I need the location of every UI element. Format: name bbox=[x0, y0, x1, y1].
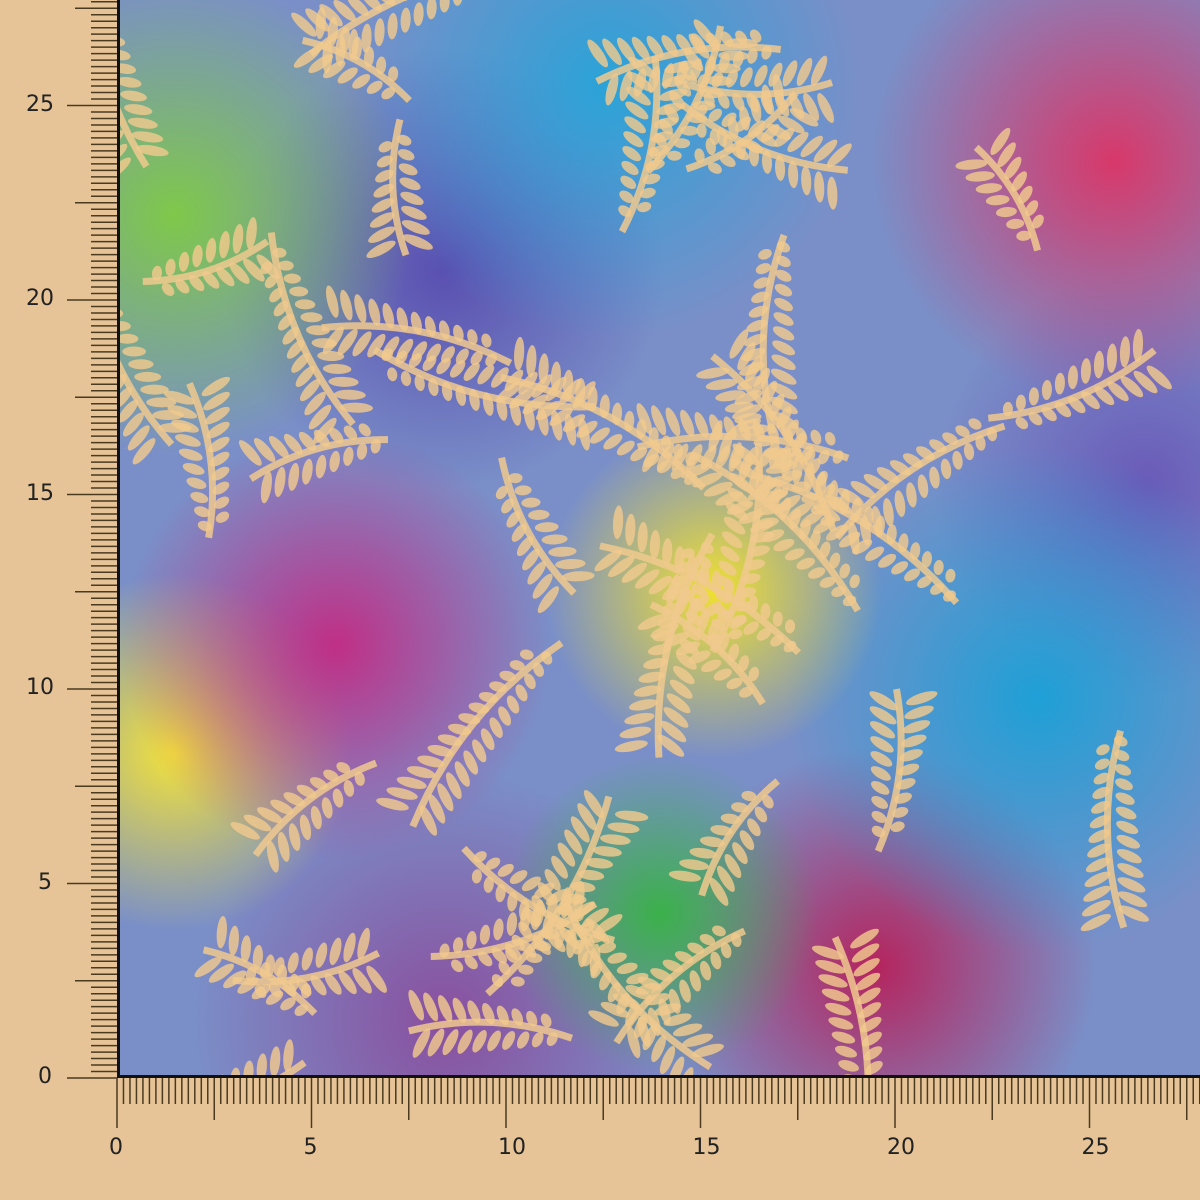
fern-leaf bbox=[618, 55, 697, 234]
fern-leaf bbox=[955, 127, 1044, 252]
fern-leaf bbox=[372, 346, 597, 451]
ruler-label-x: 10 bbox=[498, 1135, 526, 1160]
ruler-label-y: 10 bbox=[26, 675, 54, 700]
fern-leaf bbox=[987, 328, 1172, 430]
fern-leaf bbox=[495, 456, 595, 614]
ruler-label-x: 5 bbox=[303, 1135, 318, 1160]
fern-leaf bbox=[680, 420, 861, 613]
fern-leaf bbox=[811, 418, 1006, 555]
ruler-label-x: 15 bbox=[692, 1135, 721, 1160]
fern-leaf bbox=[120, 0, 169, 181]
ruler-label-y: 0 bbox=[38, 1064, 52, 1089]
fabric-swatch bbox=[117, 0, 1200, 1078]
ruler-label-x: 25 bbox=[1081, 1135, 1110, 1160]
fern-leaf bbox=[729, 233, 799, 434]
fern-leaf bbox=[163, 376, 231, 539]
fern-leaf bbox=[366, 118, 433, 259]
fern-leaf bbox=[1080, 729, 1150, 932]
fern-leaf bbox=[614, 532, 716, 758]
fern-leaf bbox=[376, 640, 564, 836]
ruler-label-x: 20 bbox=[887, 1135, 915, 1160]
ruler-label-y: 5 bbox=[38, 869, 52, 895]
ruler-label-y: 15 bbox=[26, 480, 54, 506]
fern-leaf bbox=[685, 73, 819, 174]
fern-leaf bbox=[293, 7, 412, 103]
ruler-label-x: 0 bbox=[109, 1135, 123, 1160]
fern-leaf bbox=[230, 759, 378, 873]
fern-leaf bbox=[164, 1039, 307, 1075]
fern-leaf bbox=[194, 916, 318, 1016]
fern-leaf bbox=[142, 217, 280, 296]
ruler-label-y: 25 bbox=[26, 91, 54, 117]
ruler-label-y: 20 bbox=[26, 286, 54, 311]
fern-leaf bbox=[587, 29, 782, 106]
fern-leaf bbox=[407, 989, 574, 1058]
fern-pattern bbox=[120, 0, 1172, 1075]
fern-leaf bbox=[562, 900, 724, 1075]
fern-leaf bbox=[668, 778, 780, 906]
fern-leaf bbox=[869, 688, 938, 853]
fern-leaf bbox=[321, 285, 513, 367]
fern-leaf bbox=[811, 928, 883, 1075]
